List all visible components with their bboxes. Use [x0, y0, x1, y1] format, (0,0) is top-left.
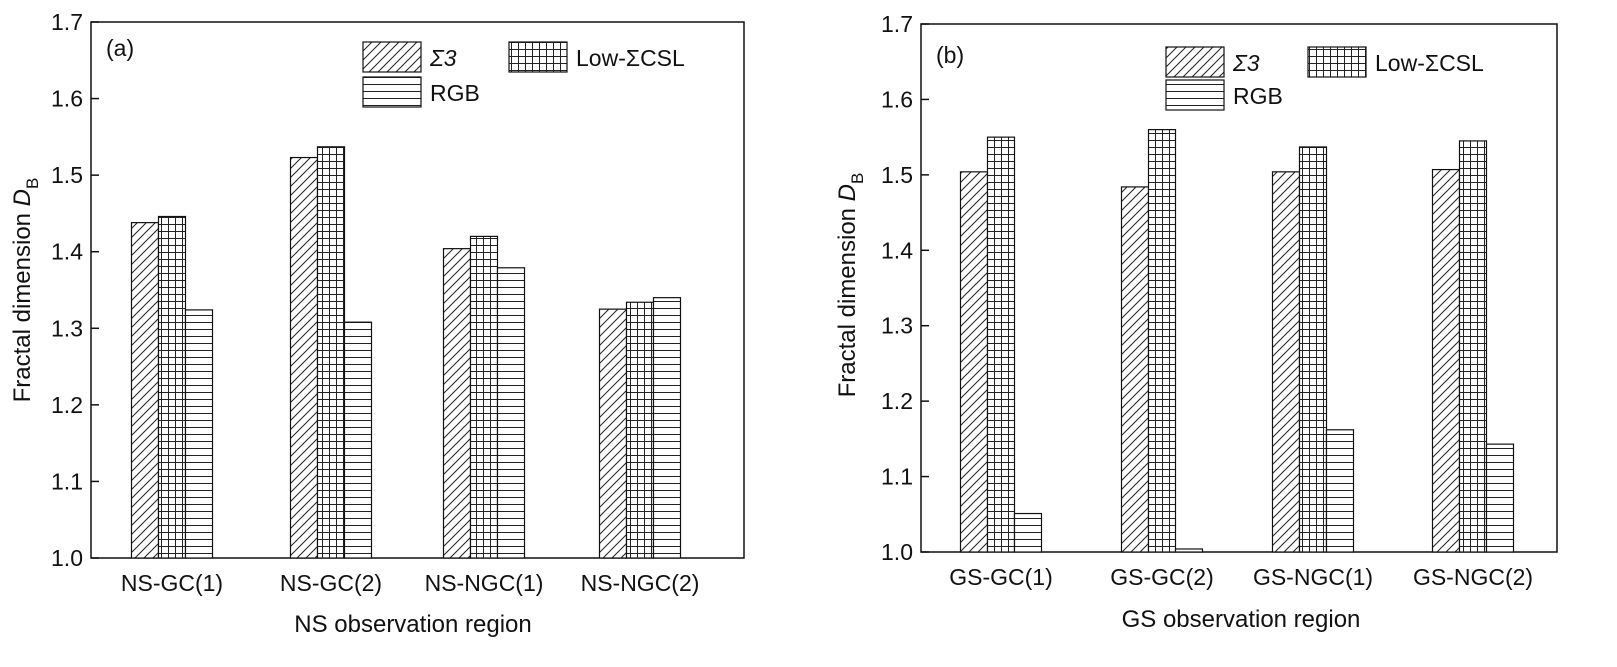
y-tick-label: 1.4: [881, 237, 913, 263]
legend: Σ3 Low-ΣCSL RGB: [362, 41, 685, 108]
legend-swatch-low-csl: [1307, 46, 1367, 78]
bar-diagonal-4: [598, 308, 628, 559]
y-axis-title-variable: D: [9, 189, 36, 206]
legend-swatch-rgb: [362, 76, 422, 108]
bar-horizontal-1: [1013, 512, 1043, 553]
legend-label-low-csl: Low-ΣCSL: [576, 45, 685, 71]
y-tick-label: 1.5: [881, 162, 913, 188]
x-category-label: NS-NGC(2): [581, 570, 700, 596]
y-axis-title-subscript: B: [848, 173, 867, 184]
x-category-label: GS-NGC(1): [1253, 564, 1373, 590]
bar-grid-1: [986, 136, 1016, 553]
y-axis-title-subscript: B: [23, 178, 42, 189]
bar-grid-4: [1458, 140, 1488, 553]
legend-label-sigma3: Σ3: [1232, 50, 1260, 76]
legend-label-rgb: RGB: [1233, 83, 1283, 109]
bar-diagonal-4: [1431, 168, 1461, 553]
y-tick-label: 1.1: [51, 468, 83, 494]
bar-grid-2: [316, 146, 346, 559]
x-category-label: NS-GC(2): [280, 570, 382, 596]
x-category-label: GS-GC(2): [1110, 564, 1214, 590]
panel-label: (a): [106, 35, 134, 61]
y-tick-label: 1.0: [881, 539, 913, 565]
legend-swatch-rgb: [1165, 79, 1225, 111]
y-tick-label: 1.3: [51, 315, 83, 341]
x-axis-categories: GS-GC(1) GS-GC(2) GS-NGC(1) GS-NGC(2): [949, 564, 1533, 590]
y-tick-label: 1.1: [881, 464, 913, 490]
legend-label-low-csl: Low-ΣCSL: [1375, 50, 1484, 76]
legend-swatch-low-csl: [508, 41, 568, 73]
plot-frame: [920, 23, 1558, 553]
panel-label: (b): [936, 42, 964, 68]
y-tick-label: 1.6: [881, 86, 913, 112]
bar-grid-4: [625, 301, 655, 559]
bar-horizontal-2: [1174, 548, 1204, 553]
y-tick-label: 1.7: [881, 11, 913, 37]
bar-diagonal-2: [1120, 186, 1150, 553]
y-tick-label: 1.6: [51, 86, 83, 112]
bar-diagonal-3: [1271, 171, 1301, 553]
y-axis-title-variable: D: [834, 184, 861, 201]
plot-frame: [90, 21, 745, 559]
legend-label-sigma3: Σ3: [429, 45, 457, 71]
bar-grid-3: [469, 235, 499, 559]
y-tick-label: 1.7: [51, 9, 83, 35]
legend: Σ3 Low-ΣCSL RGB: [1165, 46, 1484, 111]
bar-horizontal-3: [1325, 429, 1355, 553]
bars: [130, 146, 682, 559]
bar-horizontal-1: [184, 309, 214, 559]
x-category-label: GS-GC(1): [949, 564, 1053, 590]
bars: [959, 129, 1515, 553]
bar-grid-2: [1147, 129, 1177, 553]
bar-grid-3: [1298, 146, 1328, 553]
y-axis-title-main: Fractal dimension: [9, 206, 36, 402]
bar-horizontal-2: [343, 321, 373, 559]
y-axis: 1.0 1.1 1.2 1.3 1.4 1.5 1.6 1.7: [51, 9, 99, 571]
chart-panel-b: (b) 1.01.11.21.31.41.51.61.7 GS-GC(1) GS-…: [834, 11, 1558, 633]
y-axis-title-main: Fractal dimension: [834, 201, 861, 397]
bar-diagonal-1: [130, 222, 160, 559]
bar-horizontal-4: [1485, 443, 1515, 553]
bar-grid-1: [157, 215, 187, 559]
legend-label-rgb: RGB: [430, 80, 480, 106]
bar-diagonal-1: [959, 171, 989, 553]
x-category-label: NS-NGC(1): [425, 570, 544, 596]
x-axis-title: GS observation region: [1122, 606, 1361, 633]
bar-horizontal-3: [496, 267, 526, 559]
bar-diagonal-2: [289, 156, 319, 559]
bar-diagonal-3: [442, 248, 472, 559]
y-tick-label: 1.0: [51, 545, 83, 571]
y-axis-title: Fractal dimension DB: [9, 178, 42, 403]
y-axis-title: Fractal dimension DB: [834, 173, 867, 398]
y-tick-label: 1.2: [881, 388, 913, 414]
y-tick-label: 1.4: [51, 239, 83, 265]
x-axis-title: NS observation region: [294, 611, 531, 638]
bar-horizontal-4: [652, 297, 682, 559]
y-tick-label: 1.2: [51, 392, 83, 418]
x-category-label: NS-GC(1): [121, 570, 223, 596]
y-axis: 1.0 1.1 1.2 1.3 1.4 1.5 1.6 1.7: [881, 11, 929, 565]
y-tick-label: 1.5: [51, 162, 83, 188]
legend-swatch-sigma3: [362, 41, 422, 73]
chart-panel-a: (a) 1.01.11.21.31.41.51.61.7 NS-GC(1) NS-…: [9, 9, 745, 638]
x-category-label: GS-NGC(2): [1413, 564, 1533, 590]
legend-swatch-sigma3: [1165, 46, 1225, 78]
x-axis-categories: NS-GC(1) NS-GC(2) NS-NGC(1) NS-NGC(2): [121, 570, 700, 596]
y-tick-label: 1.3: [881, 313, 913, 339]
